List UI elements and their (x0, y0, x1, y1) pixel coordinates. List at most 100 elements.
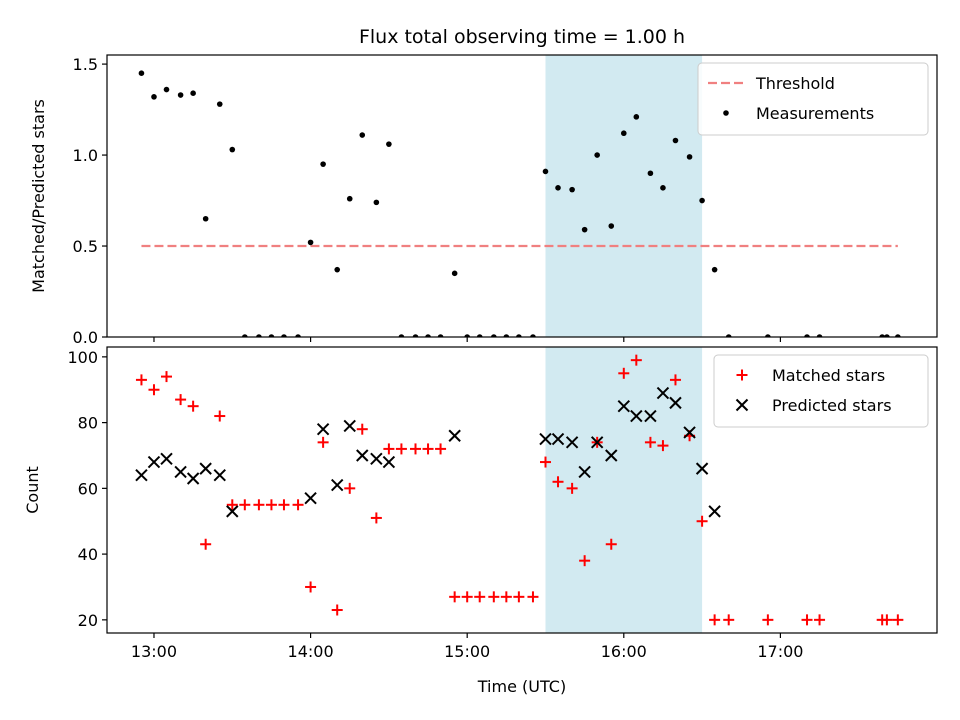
point-matched (200, 538, 212, 550)
point-predicted (199, 462, 212, 475)
plot-area (138, 70, 901, 337)
point-matched (461, 591, 473, 603)
point-measurement (464, 334, 470, 337)
x-tick-label: 15:00 (444, 642, 490, 661)
point-matched (383, 443, 395, 455)
point-matched (814, 614, 826, 626)
legend: Matched stars Predicted stars (713, 354, 929, 428)
point-measurement (542, 168, 549, 175)
point-matched (630, 354, 642, 366)
point-predicted (226, 505, 239, 518)
y-tick-label: 0.0 (73, 328, 98, 347)
point-matched (762, 614, 774, 626)
point-predicted (551, 432, 565, 446)
point-matched (187, 400, 199, 412)
point-measurement (373, 199, 380, 206)
point-predicted (370, 452, 383, 465)
point-measurement (686, 154, 693, 160)
highlight-span (545, 347, 703, 633)
point-predicted (316, 422, 330, 436)
point-matched (723, 614, 735, 626)
y-tick-label: 100 (67, 348, 98, 367)
point-measurement (660, 185, 666, 191)
point-matched (513, 591, 525, 603)
point-measurement (503, 334, 510, 337)
point-predicted (331, 478, 344, 492)
point-matched (500, 591, 512, 603)
point-predicted (539, 432, 552, 446)
point-predicted (644, 409, 657, 423)
point-matched (552, 476, 564, 488)
point-matched (253, 499, 265, 511)
point-measurement (346, 195, 353, 202)
point-measurement (711, 266, 718, 273)
point-measurement (359, 132, 366, 138)
point-predicted (565, 436, 579, 449)
point-matched (527, 591, 539, 603)
point-measurement (884, 334, 890, 337)
point-matched (435, 443, 447, 455)
point-measurement (256, 334, 262, 337)
point-matched (239, 499, 251, 511)
point-measurement (334, 266, 341, 273)
panel-ratio: 0.0 0.5 1.0 1.5 Matched/Predicted stars Thres… (29, 54, 938, 347)
legend-entry: Measurements (723, 104, 874, 123)
point-matched (292, 499, 304, 511)
point-matched (539, 456, 551, 468)
point-predicted (213, 468, 226, 482)
point-matched (801, 614, 813, 626)
point-matched (579, 555, 591, 567)
point-measurement (451, 270, 458, 277)
point-matched (344, 482, 356, 494)
point-matched (331, 604, 343, 616)
point-measurement (425, 334, 431, 337)
point-measurement (151, 94, 157, 100)
point-matched (214, 410, 226, 422)
point-matched (618, 367, 630, 379)
point-matched (395, 443, 407, 455)
point-matched (410, 443, 422, 455)
point-measurement (516, 334, 522, 337)
point-measurement (138, 70, 145, 76)
legend-entry: Matched stars (736, 366, 885, 385)
point-measurement (398, 334, 405, 337)
x-tick-label: 13:00 (131, 642, 177, 661)
point-measurement (216, 101, 223, 107)
point-measurement (581, 226, 588, 233)
point-matched (265, 499, 277, 511)
point-matched (161, 371, 173, 383)
y-tick-label: 20 (78, 611, 98, 630)
point-matched (881, 614, 893, 626)
point-measurement (412, 334, 419, 337)
point-measurement (647, 170, 654, 177)
point-matched (566, 482, 578, 494)
point-measurement (242, 334, 248, 337)
y-tick-label: 80 (78, 414, 98, 433)
x-tick-label: 14:00 (288, 642, 334, 661)
point-predicted (695, 462, 709, 475)
point-measurement (476, 334, 483, 337)
point-measurement (879, 334, 885, 337)
point-measurement (699, 197, 705, 204)
point-matched (422, 443, 434, 455)
point-measurement (386, 141, 392, 147)
point-measurement (177, 92, 184, 98)
point-matched (305, 581, 317, 593)
x-axis-label: Time (UTC) (477, 677, 566, 696)
chart-title: Flux total observing time = 1.00 h (359, 26, 685, 48)
point-measurement (672, 137, 679, 144)
legend-label: Threshold (755, 74, 835, 93)
point-predicted (186, 472, 200, 485)
point-predicted (656, 386, 670, 400)
point-measurement (229, 146, 236, 153)
point-measurement (202, 215, 209, 222)
point-matched (148, 384, 160, 396)
point-measurement (163, 86, 170, 93)
point-matched (892, 614, 904, 626)
point-predicted (448, 429, 461, 442)
point-measurement (555, 185, 561, 191)
point-matched (669, 374, 681, 386)
y-tick-label: 1.5 (73, 55, 98, 74)
point-measurement (268, 334, 275, 337)
